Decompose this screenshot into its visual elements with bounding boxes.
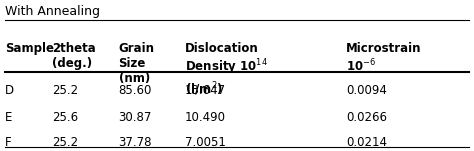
Text: 0.0266: 0.0266: [346, 111, 387, 124]
Text: 13.647: 13.647: [185, 84, 226, 97]
Text: 0.0214: 0.0214: [346, 136, 387, 149]
Text: 0.0094: 0.0094: [346, 84, 387, 97]
Text: 2theta
(deg.): 2theta (deg.): [52, 42, 96, 70]
Text: With Annealing: With Annealing: [5, 5, 100, 18]
Text: 30.87: 30.87: [118, 111, 152, 124]
Text: Dislocation
Density 10$^{14}$
(l/m$^2$): Dislocation Density 10$^{14}$ (l/m$^2$): [185, 42, 268, 98]
Text: D: D: [5, 84, 14, 97]
Text: 25.2: 25.2: [52, 136, 78, 149]
Text: Microstrain
10$^{-6}$: Microstrain 10$^{-6}$: [346, 42, 421, 74]
Text: Grain
Size
(nm): Grain Size (nm): [118, 42, 155, 85]
Text: 25.6: 25.6: [52, 111, 78, 124]
Text: 85.60: 85.60: [118, 84, 152, 97]
Text: 10.490: 10.490: [185, 111, 226, 124]
Text: 7.0051: 7.0051: [185, 136, 226, 149]
Text: F: F: [5, 136, 11, 149]
Text: 25.2: 25.2: [52, 84, 78, 97]
Text: E: E: [5, 111, 12, 124]
Text: 37.78: 37.78: [118, 136, 152, 149]
Text: Sample: Sample: [5, 42, 54, 55]
